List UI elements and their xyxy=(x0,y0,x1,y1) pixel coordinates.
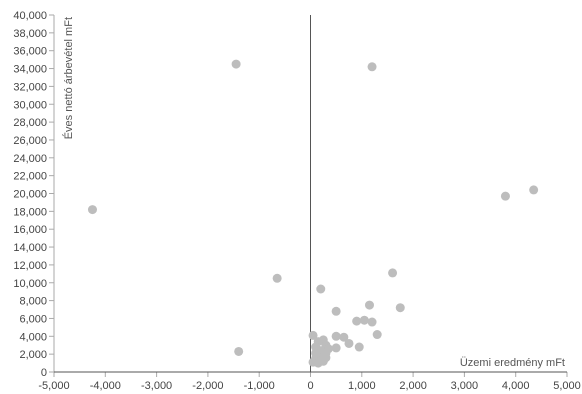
data-point[interactable] xyxy=(359,315,369,325)
data-point[interactable] xyxy=(364,300,374,310)
x-tick-label: 1,000 xyxy=(348,380,376,392)
y-tick-label: 10,000 xyxy=(13,278,47,290)
y-tick-label: 30,000 xyxy=(13,99,47,111)
data-point[interactable] xyxy=(331,306,341,316)
data-point[interactable] xyxy=(367,62,377,72)
x-tick-label: -5,000 xyxy=(38,380,69,392)
data-point[interactable] xyxy=(316,284,326,294)
y-tick-label: 26,000 xyxy=(13,135,47,147)
x-tick-label: 4,000 xyxy=(502,380,530,392)
y-axis-title: Éves nettó árbevétel mFt xyxy=(62,17,75,139)
data-point[interactable] xyxy=(318,356,328,366)
data-point[interactable] xyxy=(308,330,318,340)
data-point[interactable] xyxy=(354,342,364,352)
data-point[interactable] xyxy=(331,343,341,353)
data-point[interactable] xyxy=(272,273,282,283)
y-tick-label: 0 xyxy=(41,367,47,379)
x-tick-label: -3,000 xyxy=(141,380,172,392)
y-tick-label: 32,000 xyxy=(13,81,47,93)
x-tick-label: -1,000 xyxy=(244,380,275,392)
y-tick-label: 34,000 xyxy=(13,64,47,76)
y-tick-label: 14,000 xyxy=(13,242,47,254)
data-point[interactable] xyxy=(388,268,398,278)
data-point[interactable] xyxy=(331,331,341,341)
x-tick-label: -4,000 xyxy=(90,380,121,392)
x-tick-label: 2,000 xyxy=(399,380,427,392)
x-tick-label: -2,000 xyxy=(192,380,223,392)
data-point[interactable] xyxy=(344,338,354,348)
y-tick-label: 24,000 xyxy=(13,153,47,165)
y-tick-label: 6,000 xyxy=(19,313,47,325)
y-tick-label: 20,000 xyxy=(13,189,47,201)
y-tick-label: 22,000 xyxy=(13,171,47,183)
data-point[interactable] xyxy=(372,330,382,340)
data-point[interactable] xyxy=(352,316,362,326)
y-tick-label: 36,000 xyxy=(13,46,47,58)
data-point[interactable] xyxy=(231,59,241,69)
y-axis-ticks: 0 2,000 4,000 6,000 8,000 10,000 12,000 14,000 1… xyxy=(13,10,55,379)
y-tick-label: 28,000 xyxy=(13,117,47,129)
y-tick-label: 18,000 xyxy=(13,206,47,218)
data-point[interactable] xyxy=(339,332,349,342)
x-tick-label: 5,000 xyxy=(553,380,581,392)
y-tick-label: 2,000 xyxy=(19,349,47,361)
data-point[interactable] xyxy=(367,317,377,327)
data-point[interactable] xyxy=(234,346,244,356)
data-point[interactable] xyxy=(311,348,321,358)
data-point[interactable] xyxy=(500,191,510,201)
y-tick-label: 38,000 xyxy=(13,28,47,40)
y-tick-label: 16,000 xyxy=(13,224,47,236)
y-tick-label: 40,000 xyxy=(13,10,47,22)
data-points xyxy=(87,59,539,368)
y-tick-label: 8,000 xyxy=(19,296,47,308)
data-point[interactable] xyxy=(395,303,405,313)
x-tick-label: 0 xyxy=(307,380,313,392)
y-tick-label: 4,000 xyxy=(19,331,47,343)
data-point[interactable] xyxy=(87,205,97,215)
x-tick-label: 3,000 xyxy=(451,380,479,392)
y-tick-label: 12,000 xyxy=(13,260,47,272)
x-axis-ticks: -5,000 -4,000 -3,000 -2,000 -1,000 0 1,000 2,00… xyxy=(38,372,581,392)
x-axis-title: Üzemi eredmény mFt xyxy=(460,357,565,369)
data-point[interactable] xyxy=(529,185,539,195)
